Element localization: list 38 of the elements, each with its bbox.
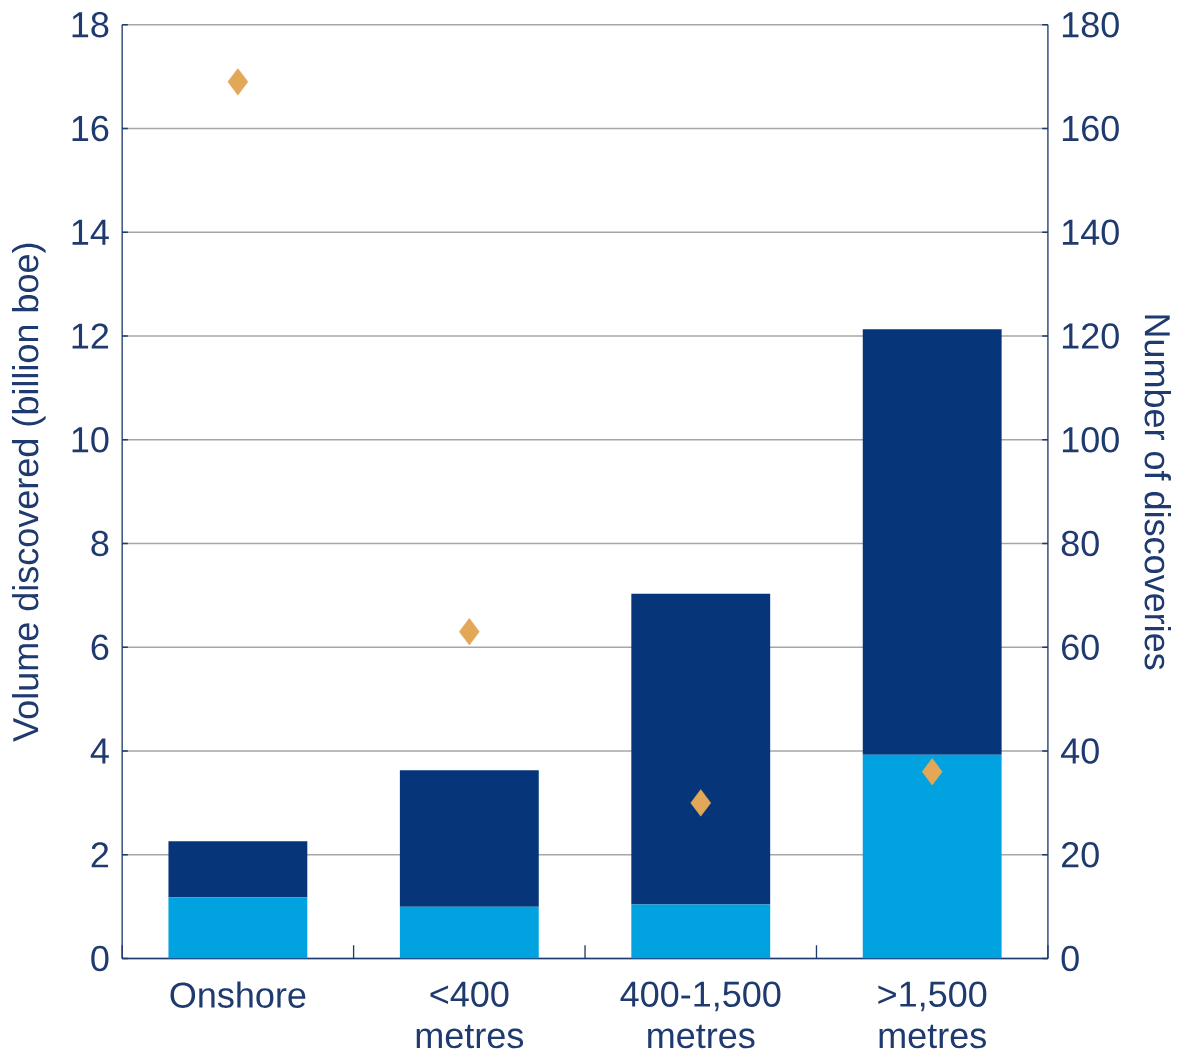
y2-tick-label: 120	[1062, 323, 1119, 349]
bar	[862, 329, 1002, 755]
point	[227, 68, 249, 96]
y2-tick-label: 20	[1062, 841, 1099, 868]
y2-tick-label: 40	[1061, 738, 1099, 764]
bar	[168, 897, 308, 959]
point	[459, 617, 480, 646]
y-tick-label: 6	[91, 634, 109, 660]
y-tick-label: 2	[91, 842, 109, 868]
y-tick-label: 0	[91, 945, 109, 972]
y-tick-label: 16	[72, 115, 109, 142]
y2-tick-label: 60	[1062, 634, 1099, 660]
y2-axis-title: Number of discoveries	[1144, 315, 1172, 670]
bar	[399, 770, 539, 907]
bar	[631, 904, 771, 959]
x-tick-label: <400 metres	[416, 981, 524, 1049]
x-tick-label: Onshore	[170, 981, 306, 1008]
bar	[862, 754, 1002, 959]
point	[690, 789, 712, 817]
bar	[631, 593, 771, 905]
y2-tick-label: 80	[1061, 530, 1099, 557]
y2-tick-label: 160	[1062, 115, 1119, 142]
y2-tick-label: 180	[1062, 11, 1119, 38]
y-tick-label: 8	[91, 530, 109, 557]
y2-tick-label: 100	[1062, 426, 1119, 453]
y-tick-label: 12	[72, 323, 109, 349]
y-tick-label: 18	[72, 11, 109, 38]
x-tick-label: >1,500 metres	[878, 981, 987, 1049]
bar	[168, 841, 308, 898]
y-tick-label: 14	[72, 219, 109, 245]
y2-tick-label: 140	[1062, 219, 1119, 245]
y-tick-label: 10	[72, 426, 109, 453]
y-axis-title: Volume discovered (billion boe)	[11, 243, 46, 742]
y-tick-label: 4	[90, 738, 109, 764]
point	[921, 758, 943, 786]
x-tick-label: 400-1,500 metres	[620, 981, 781, 1049]
bar	[399, 906, 539, 959]
y2-tick-label: 0	[1061, 945, 1079, 972]
